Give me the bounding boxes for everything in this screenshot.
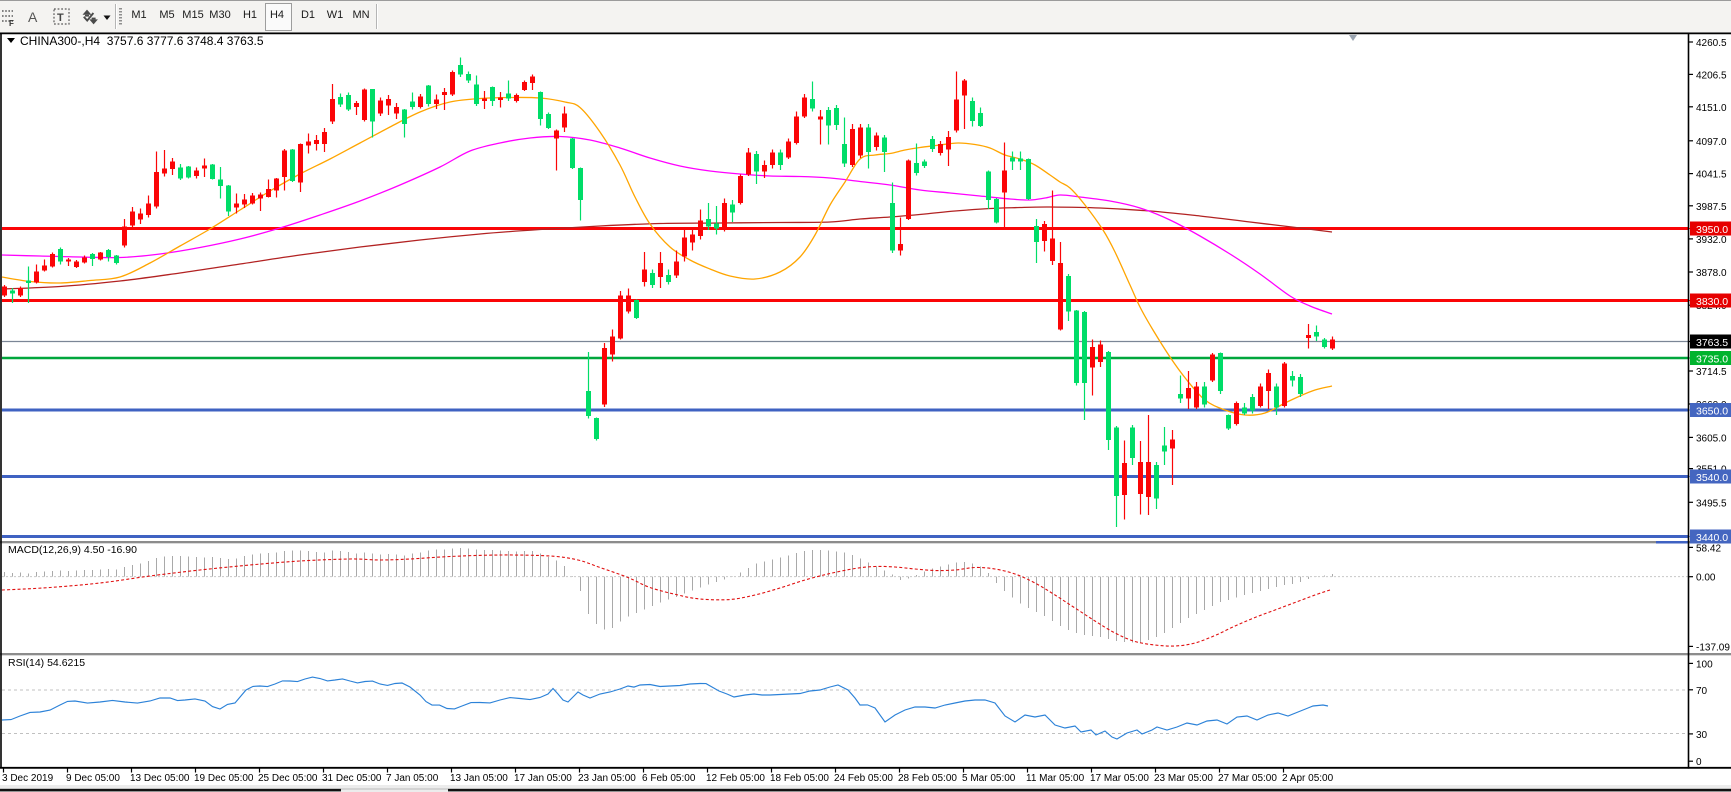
svg-text:MACD(12,26,9) 4.50 -16.90: MACD(12,26,9) 4.50 -16.90 <box>8 544 137 556</box>
svg-text:7 Jan 05:00: 7 Jan 05:00 <box>386 773 439 784</box>
svg-text:4151.0: 4151.0 <box>1696 103 1727 114</box>
svg-text:RSI(14) 54.6215: RSI(14) 54.6215 <box>8 657 85 669</box>
svg-text:3950.0: 3950.0 <box>1696 224 1728 236</box>
svg-text:58.42: 58.42 <box>1696 543 1721 554</box>
svg-text:3650.0: 3650.0 <box>1696 406 1728 418</box>
svg-text:13 Dec 05:00: 13 Dec 05:00 <box>130 773 190 784</box>
svg-text:3440.0: 3440.0 <box>1696 532 1728 544</box>
svg-text:100: 100 <box>1696 659 1713 670</box>
svg-text:3 Dec 2019: 3 Dec 2019 <box>2 773 54 784</box>
svg-text:6 Feb 05:00: 6 Feb 05:00 <box>642 773 696 784</box>
svg-text:3763.5: 3763.5 <box>1696 337 1728 349</box>
svg-text:11 Mar 05:00: 11 Mar 05:00 <box>1026 773 1085 784</box>
svg-text:24 Feb 05:00: 24 Feb 05:00 <box>834 773 893 784</box>
svg-text:31 Dec 05:00: 31 Dec 05:00 <box>322 773 382 784</box>
svg-text:3878.0: 3878.0 <box>1696 268 1727 279</box>
svg-text:0: 0 <box>1696 757 1702 768</box>
svg-text:4041.5: 4041.5 <box>1696 170 1727 181</box>
svg-text:17 Jan 05:00: 17 Jan 05:00 <box>514 773 572 784</box>
svg-text:3495.5: 3495.5 <box>1696 498 1727 509</box>
svg-text:-137.09: -137.09 <box>1696 642 1730 653</box>
svg-text:9 Dec 05:00: 9 Dec 05:00 <box>66 773 120 784</box>
svg-text:17 Mar 05:00: 17 Mar 05:00 <box>1090 773 1149 784</box>
svg-text:4260.5: 4260.5 <box>1696 38 1727 49</box>
svg-text:23 Mar 05:00: 23 Mar 05:00 <box>1154 773 1213 784</box>
svg-text:4206.5: 4206.5 <box>1696 70 1727 81</box>
svg-text:18 Feb 05:00: 18 Feb 05:00 <box>770 773 829 784</box>
svg-text:25 Dec 05:00: 25 Dec 05:00 <box>258 773 318 784</box>
svg-text:0.00: 0.00 <box>1696 573 1716 584</box>
svg-text:3830.0: 3830.0 <box>1696 296 1728 308</box>
svg-text:4097.0: 4097.0 <box>1696 137 1727 148</box>
svg-text:3735.0: 3735.0 <box>1696 354 1728 366</box>
svg-text:3987.5: 3987.5 <box>1696 202 1727 213</box>
svg-text:CHINA300-,H4 3757.6 3777.6 37: CHINA300-,H4 3757.6 3777.6 3748.4 3763.5 <box>20 34 264 48</box>
svg-text:3932.0: 3932.0 <box>1696 235 1727 246</box>
svg-text:T: T <box>57 12 64 24</box>
svg-text:70: 70 <box>1696 686 1708 697</box>
svg-text:A: A <box>28 9 38 25</box>
svg-text:5 Mar 05:00: 5 Mar 05:00 <box>962 773 1016 784</box>
svg-text:F: F <box>9 19 14 28</box>
svg-text:3714.5: 3714.5 <box>1696 367 1727 378</box>
svg-text:2 Apr 05:00: 2 Apr 05:00 <box>1282 773 1334 784</box>
svg-text:23 Jan 05:00: 23 Jan 05:00 <box>578 773 636 784</box>
svg-text:12 Feb 05:00: 12 Feb 05:00 <box>706 773 765 784</box>
svg-text:19 Dec 05:00: 19 Dec 05:00 <box>194 773 254 784</box>
svg-text:30: 30 <box>1696 730 1708 741</box>
svg-text:3605.0: 3605.0 <box>1696 433 1727 444</box>
svg-text:28 Feb 05:00: 28 Feb 05:00 <box>898 773 957 784</box>
svg-text:27 Mar 05:00: 27 Mar 05:00 <box>1218 773 1277 784</box>
svg-text:3540.0: 3540.0 <box>1696 472 1728 484</box>
svg-text:13 Jan 05:00: 13 Jan 05:00 <box>450 773 508 784</box>
